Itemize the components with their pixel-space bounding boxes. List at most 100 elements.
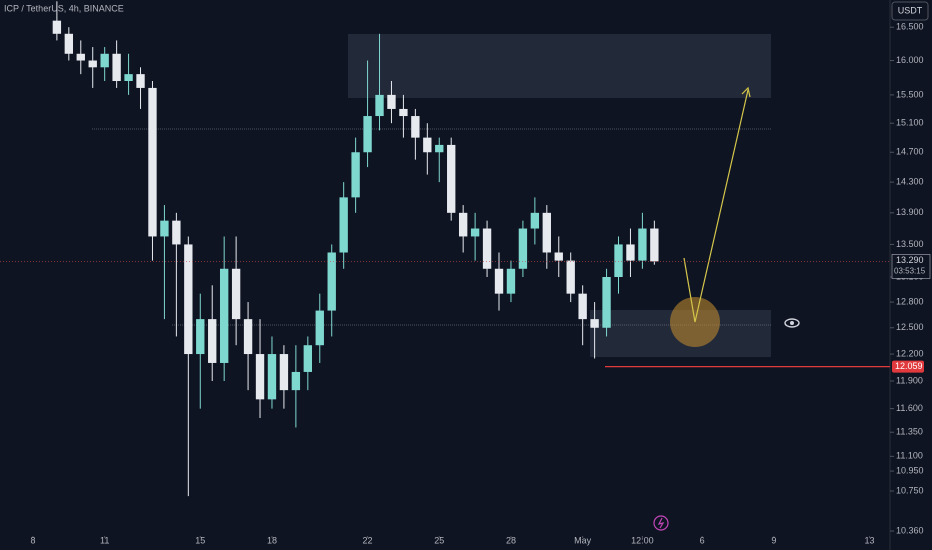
lightning-icon[interactable] [653, 515, 669, 531]
candle-body [626, 244, 635, 261]
candle-body [423, 137, 432, 153]
arrow-head [741, 86, 751, 98]
candle-body [494, 268, 504, 294]
y-tick-label: 15.500 [896, 89, 924, 99]
candle-body [458, 212, 468, 237]
x-tick-label: 28 [506, 535, 516, 545]
y-tick-label: 11.100 [896, 451, 923, 461]
eye-icon[interactable] [784, 318, 800, 328]
candle-body [482, 228, 492, 269]
candle-body [375, 94, 384, 117]
candle-body [76, 53, 85, 61]
x-tick-label: 13 [864, 535, 874, 545]
candle-body [566, 260, 575, 294]
candle-body [554, 252, 563, 261]
y-tick-label: 16.500 [896, 22, 924, 32]
x-tick-label: 6 [700, 535, 705, 545]
candle-body [518, 228, 528, 269]
lightning-bolt[interactable] [657, 517, 665, 529]
y-tick-label: 14.700 [896, 147, 924, 157]
projection-arrow [683, 89, 749, 323]
y-tick-label: 16.000 [896, 55, 924, 65]
y-tick-label: 15.100 [896, 118, 924, 128]
candle-body [602, 277, 611, 328]
candle-body [243, 319, 253, 355]
y-tick-label: 10.750 [896, 485, 924, 495]
candle-body [339, 197, 348, 253]
candle-body [315, 310, 324, 346]
candle-body [64, 33, 74, 54]
candle-body [208, 319, 217, 363]
candle-body [638, 228, 647, 261]
candle-body [542, 212, 551, 253]
candle-body [650, 228, 659, 262]
alert-box [892, 360, 924, 373]
candle-body [88, 60, 97, 68]
candle-body [578, 293, 587, 320]
candle-body [291, 371, 301, 391]
alert-label: 12.059 [895, 361, 923, 371]
candle-body [399, 108, 408, 117]
candle-body [303, 345, 313, 372]
candle-body [124, 74, 133, 82]
candle-body [148, 87, 157, 237]
currency[interactable]: USDT [898, 5, 923, 15]
candle-body [327, 252, 336, 311]
currency-box[interactable] [891, 1, 929, 21]
candles [52, 1, 659, 497]
x-tick-label: 12:00 [631, 535, 654, 545]
candle-body [160, 220, 169, 237]
y-tick-label: 14.300 [896, 176, 924, 186]
candle-body [470, 228, 480, 237]
candle-body [363, 116, 372, 153]
y-tick-label: 12.800 [896, 296, 924, 306]
eye-outline[interactable] [784, 318, 800, 328]
candle-body [387, 94, 396, 109]
candle-body [112, 53, 121, 82]
candle-body [267, 354, 277, 400]
candle-body [136, 74, 145, 88]
x-tick-label: 18 [267, 535, 277, 545]
candle-body [255, 354, 265, 400]
lightning-circle[interactable] [653, 515, 669, 531]
x-tick-label: 8 [30, 535, 35, 545]
candle-body [100, 53, 109, 68]
x-tick-label: 15 [195, 535, 205, 545]
x-tick-label: 11 [100, 535, 109, 545]
x-tick-label: 22 [363, 535, 373, 545]
y-tick-label: 12.500 [896, 322, 924, 332]
candle-body [530, 212, 540, 229]
candle-body [506, 268, 516, 294]
chart-title: ICP / TetherUS, 4h, BINANCE [4, 3, 124, 13]
y-tick-label: 11.600 [896, 403, 923, 413]
current-price-label: 13.290 [896, 255, 924, 265]
y-tick-label: 11.350 [896, 427, 923, 437]
countdown: 03:53:15 [894, 267, 926, 276]
candle-body [172, 220, 181, 245]
candle-body [590, 319, 599, 328]
current-price-box [891, 254, 931, 279]
x-tick-label: May [574, 535, 592, 545]
y-tick-label: 11.900 [896, 375, 923, 385]
y-tick-label: 13.900 [896, 207, 924, 217]
eye-pupil[interactable] [790, 321, 794, 325]
y-tick-label: 12.200 [896, 348, 924, 358]
x-tick-label: 9 [771, 535, 776, 545]
candle-body [52, 20, 62, 34]
y-tick-label: 13.500 [896, 239, 924, 249]
candle-body [184, 244, 193, 355]
candle-body [411, 116, 420, 138]
candle-body [351, 152, 360, 198]
candle-body [614, 244, 623, 278]
candle-body [447, 144, 456, 213]
x-tick-label: 25 [434, 535, 444, 545]
candle-body [435, 144, 444, 153]
candle-body [219, 268, 229, 363]
y-tick-label: 10.950 [896, 465, 924, 475]
candle-body [279, 354, 289, 391]
supply-zone [348, 34, 771, 98]
candle-body [196, 319, 205, 355]
candle-body [231, 268, 241, 320]
y-tick-label: 10.360 [896, 525, 924, 535]
